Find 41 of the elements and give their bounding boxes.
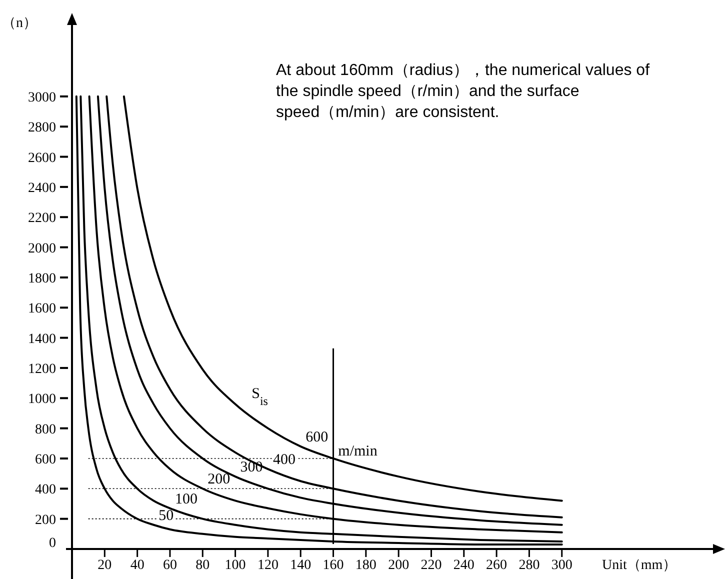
x-tick-label: 280: [518, 558, 540, 573]
series-label: 400: [272, 452, 296, 468]
annotation: At about 160mm（radius），the numerical values of the spindle speed（r/min）and the surface speed（m/min）are consistent.: [276, 62, 650, 121]
x-tick-label: 220: [420, 558, 442, 573]
x-tick-label: 120: [257, 558, 278, 573]
y-tick-label: 2200: [28, 211, 56, 226]
y-tick-label: 600: [35, 452, 56, 468]
y-tick-label: 200: [35, 512, 56, 528]
x-tick-label: 40: [130, 558, 144, 573]
y-tick-label: 2400: [28, 180, 56, 196]
y-tick-label: 1800: [28, 271, 56, 286]
x-tick-label: 300: [551, 558, 572, 573]
x-tick-label: 260: [486, 558, 508, 573]
x-tick-label: 180: [355, 558, 376, 573]
x-tick-label: 140: [290, 558, 312, 573]
x-tick-label: 160: [322, 558, 344, 573]
y-tick-label: 2800: [28, 120, 56, 136]
y-tick-label: 1000: [28, 392, 56, 408]
x-tick-label: 200: [388, 558, 410, 573]
y-tick-label: 0: [49, 536, 56, 551]
x-tick-label: 100: [224, 558, 246, 573]
y-tick-label: 2000: [28, 241, 56, 256]
annotation: S$_{is}$: [252, 386, 268, 408]
y-tick-label: 1200: [28, 362, 56, 377]
series-label: 50: [158, 508, 174, 524]
x-tick-label: 60: [162, 558, 177, 573]
y-tick-label: 400: [35, 482, 56, 498]
y-axis-title: （n）: [2, 16, 37, 31]
y-tick-label: 1600: [28, 302, 56, 317]
series-label: 100: [174, 491, 198, 508]
y-tick-label: 800: [35, 422, 56, 438]
y-tick-label: 1400: [28, 332, 56, 347]
x-tick-label: 240: [453, 558, 474, 573]
y-tick-label: 2600: [28, 150, 56, 166]
x-axis-title: Unit（mm）: [602, 558, 677, 573]
series-label: 200: [208, 472, 230, 488]
x-tick-label: 20: [98, 558, 112, 573]
annotation: m/min: [338, 443, 378, 460]
y-tick-label: 3000: [28, 90, 56, 106]
series-label: 600: [306, 429, 328, 446]
x-tick-label: 80: [196, 558, 210, 573]
